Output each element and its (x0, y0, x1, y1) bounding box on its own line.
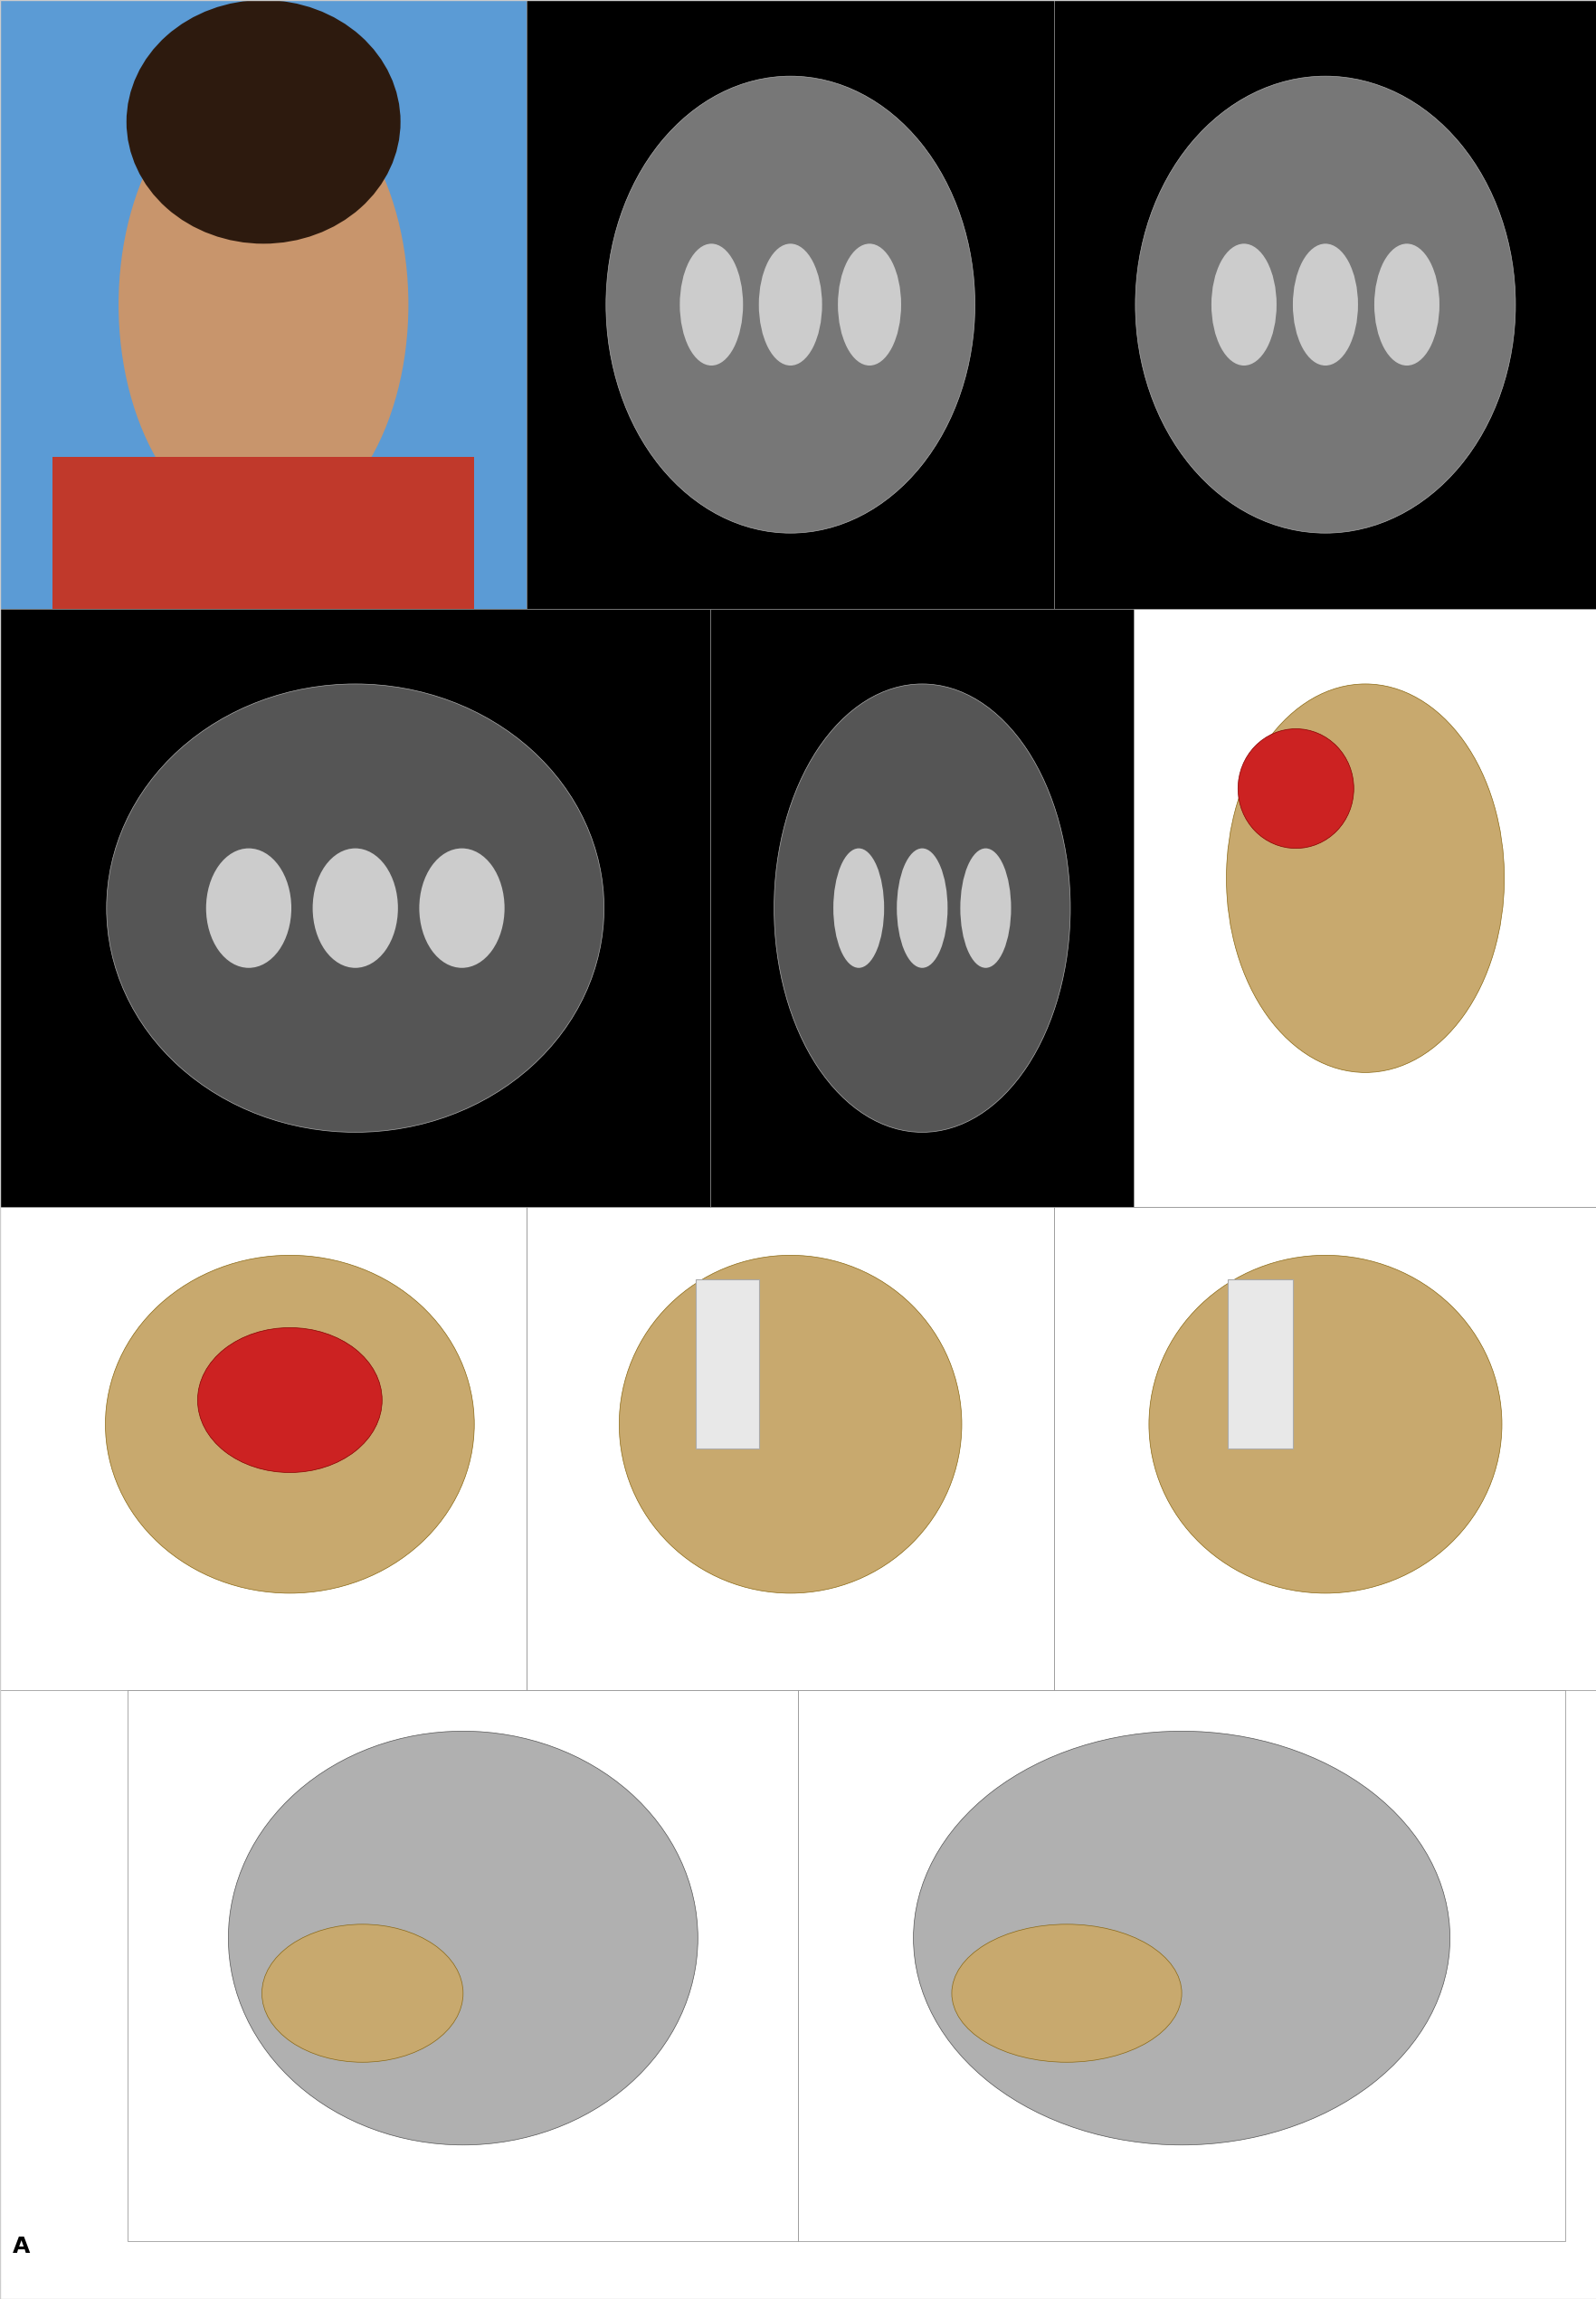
Bar (1053, 1207, 1596, 1690)
Ellipse shape (951, 1924, 1181, 2062)
Ellipse shape (838, 244, 900, 366)
Ellipse shape (758, 244, 822, 366)
Ellipse shape (313, 848, 397, 968)
Text: A: A (13, 2237, 30, 2258)
Ellipse shape (105, 1255, 474, 1593)
Bar (798, 1690, 1564, 2242)
Bar (696, 1278, 758, 1448)
Bar (0, 0, 527, 609)
Bar (527, 1207, 1053, 1690)
Ellipse shape (1211, 244, 1275, 366)
Bar (527, 0, 1053, 609)
Bar (710, 609, 1133, 1207)
Ellipse shape (126, 0, 401, 244)
Ellipse shape (606, 76, 974, 533)
Ellipse shape (1149, 1255, 1502, 1593)
Bar (1133, 609, 1596, 1207)
Ellipse shape (228, 1731, 697, 2145)
Ellipse shape (1135, 76, 1515, 533)
Ellipse shape (833, 848, 884, 968)
Ellipse shape (206, 848, 290, 968)
Ellipse shape (774, 685, 1069, 1131)
Bar (1053, 0, 1596, 609)
Ellipse shape (107, 685, 603, 1131)
Ellipse shape (1226, 685, 1503, 1071)
Ellipse shape (959, 848, 1010, 968)
Bar (0, 609, 710, 1207)
Ellipse shape (680, 244, 742, 366)
Ellipse shape (1237, 729, 1353, 848)
Ellipse shape (1293, 244, 1357, 366)
Ellipse shape (913, 1731, 1449, 2145)
Ellipse shape (262, 1924, 463, 2062)
Ellipse shape (420, 848, 504, 968)
Bar (128, 1690, 798, 2242)
Bar (53, 458, 474, 609)
Ellipse shape (198, 1327, 381, 1471)
Ellipse shape (118, 76, 409, 533)
Ellipse shape (897, 848, 946, 968)
Ellipse shape (1374, 244, 1438, 366)
Ellipse shape (619, 1255, 961, 1593)
Bar (1227, 1278, 1293, 1448)
Bar (0, 1207, 527, 1690)
